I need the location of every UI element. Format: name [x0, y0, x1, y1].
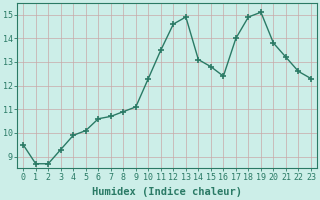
X-axis label: Humidex (Indice chaleur): Humidex (Indice chaleur): [92, 187, 242, 197]
